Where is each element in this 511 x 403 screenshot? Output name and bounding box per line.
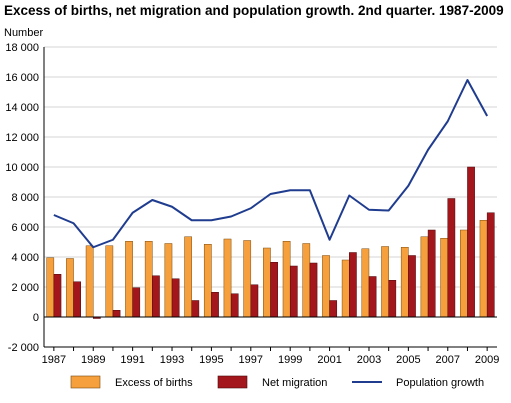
x-tick-label: 1999 bbox=[278, 354, 302, 366]
y-tick-label: 16 000 bbox=[5, 72, 39, 84]
bar-net-migration bbox=[329, 300, 338, 318]
y-tick-label: 12 000 bbox=[5, 132, 39, 144]
bar-net-migration bbox=[270, 262, 278, 318]
bar-excess-of-births bbox=[322, 255, 330, 318]
bar-net-migration bbox=[368, 276, 377, 318]
y-tick-label: 2 000 bbox=[11, 282, 39, 294]
bar-excess-of-births bbox=[302, 243, 311, 318]
bar-net-migration bbox=[349, 252, 357, 318]
bar-excess-of-births bbox=[85, 245, 94, 318]
chart-title: Excess of births, net migration and popu… bbox=[4, 3, 504, 18]
bar-net-migration bbox=[171, 278, 180, 318]
bar-excess-of-births bbox=[420, 236, 429, 318]
bar-excess-of-births bbox=[125, 241, 133, 318]
legend-swatch-net-migration bbox=[217, 375, 248, 389]
bar-net-migration bbox=[250, 284, 259, 318]
bar-excess-of-births bbox=[203, 244, 212, 318]
x-tick-label: 1991 bbox=[120, 354, 144, 366]
y-tick-label: 6 000 bbox=[11, 222, 39, 234]
y-tick-label: 8 000 bbox=[11, 192, 39, 204]
x-tick-label: 2009 bbox=[475, 354, 499, 366]
bar-marks bbox=[46, 166, 495, 319]
bar-excess-of-births bbox=[460, 229, 468, 318]
bar-net-migration bbox=[211, 292, 219, 318]
bar-excess-of-births bbox=[263, 247, 271, 318]
legend-swatch-excess-of-births bbox=[70, 375, 101, 389]
bar-excess-of-births bbox=[144, 241, 153, 318]
x-tick-label: 2001 bbox=[317, 354, 341, 366]
legend-label-excess-of-births: Excess of births bbox=[115, 377, 193, 389]
x-tick-label: 1995 bbox=[199, 354, 223, 366]
y-tick-label: 18 000 bbox=[5, 42, 39, 54]
legend-label-population-growth: Population growth bbox=[396, 377, 484, 389]
y-tick-label: 0 bbox=[33, 312, 39, 324]
bar-net-migration bbox=[53, 274, 62, 318]
bar-excess-of-births bbox=[46, 257, 55, 318]
bar-excess-of-births bbox=[164, 243, 173, 318]
bar-net-migration bbox=[427, 229, 436, 318]
y-tick-label: 14 000 bbox=[5, 102, 39, 114]
x-tick-label: 1989 bbox=[81, 354, 105, 366]
bar-net-migration bbox=[191, 300, 200, 318]
bar-net-migration bbox=[73, 281, 81, 318]
x-tick-label: 2007 bbox=[436, 354, 460, 366]
x-tick-labels: 1987 1989 1991 1993 1995 1997 1999 2001 2003 2005… bbox=[42, 354, 500, 366]
bar-excess-of-births bbox=[282, 241, 291, 318]
bar-excess-of-births bbox=[223, 238, 232, 318]
x-tick-label: 1987 bbox=[42, 354, 66, 366]
y-tick-label: 10 000 bbox=[5, 162, 39, 174]
x-tick-label: 2003 bbox=[357, 354, 381, 366]
bar-net-migration bbox=[230, 293, 239, 318]
bar-excess-of-births bbox=[66, 258, 74, 318]
y-axis-unit-label: Number bbox=[4, 27, 43, 39]
legend: Excess of births Net migration Populatio… bbox=[70, 375, 484, 389]
bar-net-migration bbox=[309, 262, 318, 318]
bar-excess-of-births bbox=[184, 236, 192, 318]
bar-net-migration bbox=[467, 166, 475, 318]
bar-net-migration bbox=[152, 275, 160, 318]
y-tick-label: -2 000 bbox=[8, 342, 39, 354]
bar-excess-of-births bbox=[361, 248, 370, 318]
x-tick-label: 1997 bbox=[239, 354, 263, 366]
bar-net-migration bbox=[388, 280, 397, 318]
bar-excess-of-births bbox=[243, 240, 252, 318]
bar-net-migration bbox=[408, 255, 416, 318]
bar-net-migration bbox=[447, 198, 456, 318]
bar-net-migration bbox=[112, 310, 121, 318]
x-tick-label: 2005 bbox=[396, 354, 420, 366]
bar-excess-of-births bbox=[105, 245, 114, 318]
bar-excess-of-births bbox=[341, 259, 350, 318]
bar-net-migration bbox=[289, 265, 298, 318]
bar-excess-of-births bbox=[479, 220, 488, 318]
bar-net-migration bbox=[486, 212, 495, 318]
y-tick-labels: -2 000 0 2 000 4 000 6 000 8 000 10 000 12 000 1… bbox=[5, 42, 39, 354]
bar-excess-of-births bbox=[400, 247, 409, 318]
line-series bbox=[53, 79, 489, 249]
x-tick-label: 1993 bbox=[160, 354, 184, 366]
line-population-growth bbox=[53, 79, 489, 249]
bar-excess-of-births bbox=[440, 238, 449, 318]
y-tick-label: 4 000 bbox=[11, 252, 39, 264]
legend-label-net-migration: Net migration bbox=[262, 377, 327, 389]
axes bbox=[43, 47, 497, 351]
bar-net-migration bbox=[132, 287, 141, 318]
bar-excess-of-births bbox=[381, 246, 389, 318]
